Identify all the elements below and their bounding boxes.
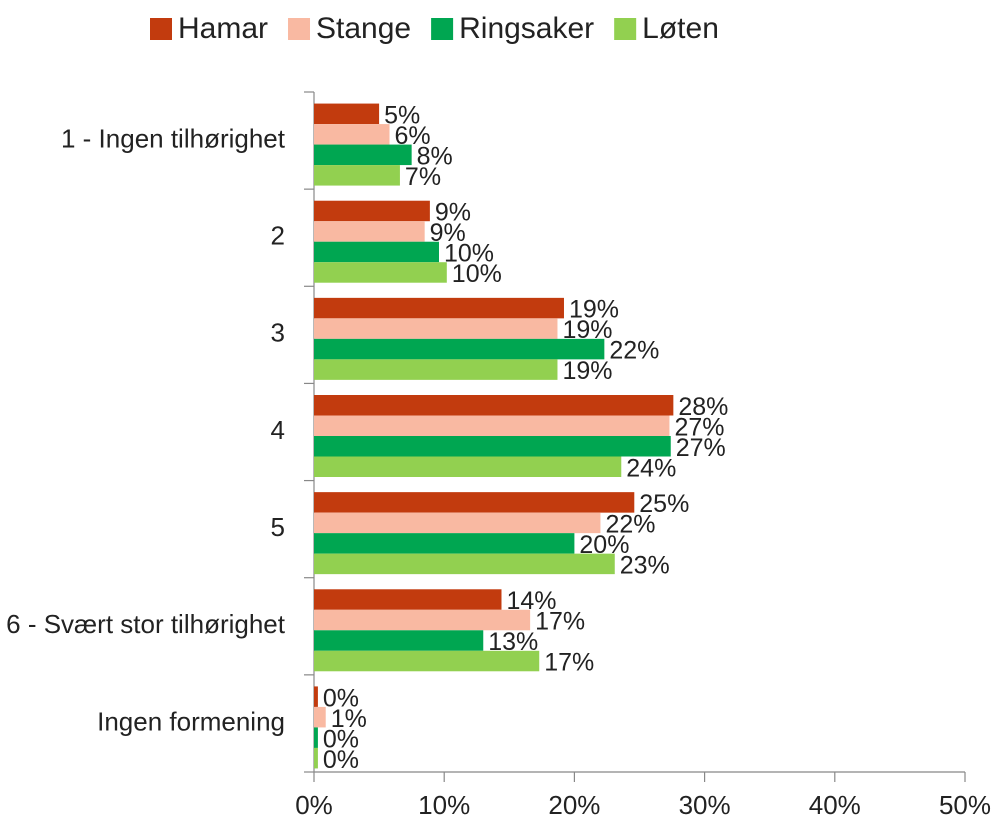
bar	[314, 318, 558, 339]
category-label: 2	[271, 221, 285, 251]
bar	[314, 747, 318, 769]
bar	[314, 533, 575, 554]
category-label: 4	[271, 415, 285, 445]
bar	[314, 686, 318, 707]
category-label: 5	[271, 512, 285, 542]
bar	[314, 241, 439, 263]
value-label: 0%	[323, 684, 359, 712]
value-label: 23%	[620, 552, 670, 580]
legend-label: Løten	[642, 12, 719, 45]
legend-swatch	[288, 18, 311, 40]
value-label: 27%	[676, 434, 726, 462]
value-label: 17%	[535, 608, 585, 636]
value-label: 1%	[331, 705, 367, 733]
legend-label: Hamar	[178, 12, 268, 45]
bar	[314, 262, 447, 283]
value-label: 22%	[605, 511, 655, 539]
x-tick-label: 50%	[939, 790, 991, 820]
value-label: 0%	[323, 746, 359, 774]
bar	[314, 727, 318, 748]
value-label: 10%	[452, 260, 502, 288]
x-tick-label: 30%	[679, 790, 731, 820]
bar	[314, 103, 380, 125]
bar	[314, 221, 425, 242]
value-label: 19%	[562, 357, 612, 385]
category-label: Ingen formening	[97, 706, 285, 736]
bar	[314, 338, 605, 360]
bar	[314, 144, 412, 166]
bar	[314, 650, 540, 672]
bar	[314, 297, 564, 319]
x-tick-label: 20%	[548, 790, 600, 820]
bar	[314, 456, 622, 477]
bar	[314, 589, 502, 610]
x-tick-label: 0%	[295, 790, 333, 820]
value-label: 8%	[417, 142, 453, 170]
bar	[314, 200, 430, 222]
bar	[314, 630, 484, 651]
legend-swatch	[431, 18, 454, 40]
x-tick-label: 10%	[418, 790, 470, 820]
legend-label: Ringsaker	[459, 12, 594, 45]
bar	[314, 609, 531, 631]
value-label: 22%	[609, 337, 659, 365]
bar	[314, 553, 615, 575]
legend-swatch	[150, 18, 172, 40]
bar	[314, 359, 558, 380]
legend-swatch	[614, 18, 637, 40]
value-label: 9%	[435, 199, 471, 227]
value-label: 7%	[405, 163, 441, 191]
bar	[314, 512, 601, 534]
value-label: 24%	[626, 454, 676, 482]
value-label: 19%	[569, 296, 619, 324]
value-label: 25%	[639, 490, 689, 518]
bar	[314, 415, 670, 436]
value-label: 27%	[674, 413, 724, 441]
category-label: 6 - Svært stor tilhørighet	[6, 609, 286, 639]
value-label: 10%	[444, 240, 494, 268]
bar	[314, 165, 400, 186]
category-label: 1 - Ingen tilhørighet	[61, 123, 286, 153]
bar	[314, 706, 326, 728]
bar	[314, 436, 671, 457]
value-label: 0%	[323, 725, 359, 753]
x-tick-label: 40%	[809, 790, 861, 820]
legend-label: Stange	[316, 12, 411, 45]
value-label: 5%	[384, 101, 420, 129]
value-label: 28%	[678, 393, 728, 421]
category-label: 3	[271, 318, 285, 348]
bar	[314, 124, 390, 145]
value-label: 17%	[544, 649, 594, 677]
bar	[314, 492, 635, 513]
bar	[314, 395, 674, 416]
